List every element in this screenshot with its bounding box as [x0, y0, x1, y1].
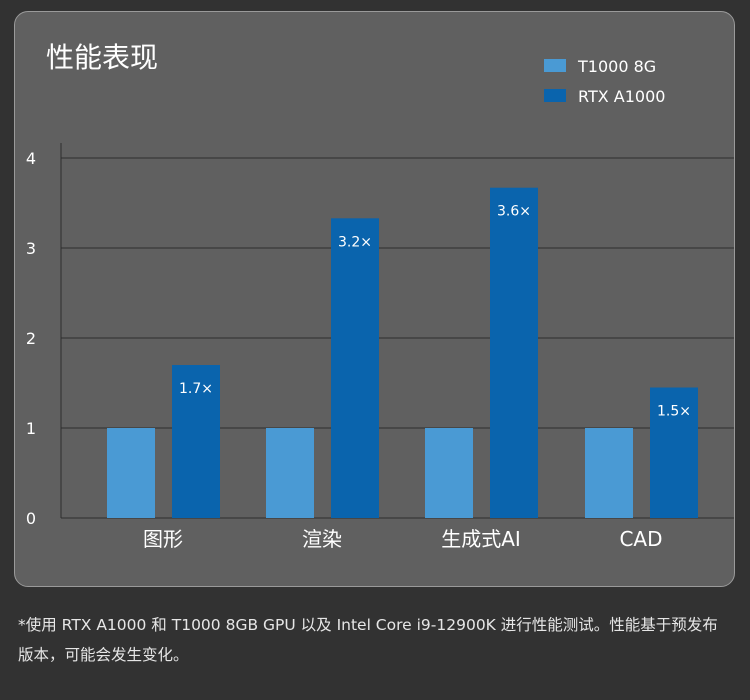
footnote: *使用 RTX A1000 和 T1000 8GB GPU 以及 Intel C… [18, 616, 718, 664]
data-label: 1.5× [657, 404, 691, 420]
data-label: 1.7× [179, 381, 213, 397]
x-tick-label: 图形 [143, 527, 183, 551]
chart-title: 性能表现 [46, 41, 159, 74]
bar-rtx-a1000 [172, 365, 220, 518]
legend-swatch [544, 59, 566, 72]
bar-rtx-a1000 [650, 387, 698, 518]
bar-t1000 [425, 428, 473, 518]
data-label: 3.6× [497, 204, 531, 220]
y-tick-label: 3 [26, 239, 36, 258]
y-tick-label: 4 [26, 149, 36, 168]
data-label: 3.2× [338, 234, 372, 250]
bar-rtx-a1000 [490, 187, 538, 518]
bar-rtx-a1000 [331, 218, 379, 519]
x-tick-label: 生成式AI [441, 527, 521, 551]
bar-t1000 [585, 428, 633, 518]
bar-t1000 [266, 428, 314, 518]
y-tick-label: 1 [26, 419, 36, 438]
y-tick-label: 0 [26, 509, 36, 528]
legend-label: RTX A1000 [578, 87, 665, 106]
x-tick-label: 渲染 [302, 527, 342, 551]
x-tick-label: CAD [619, 527, 662, 551]
legend-swatch [544, 89, 566, 102]
bar-t1000 [107, 428, 155, 518]
legend-label: T1000 8G [577, 57, 656, 76]
y-tick-label: 2 [26, 329, 36, 348]
